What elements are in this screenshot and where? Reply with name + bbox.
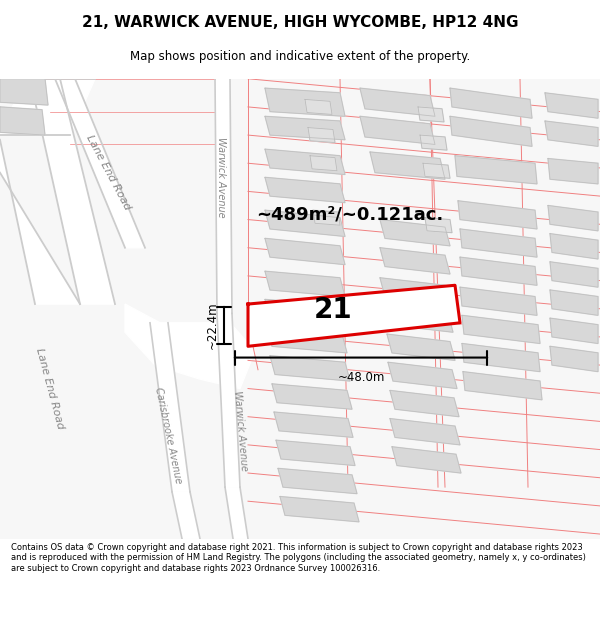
Polygon shape bbox=[550, 290, 598, 316]
Polygon shape bbox=[380, 248, 450, 274]
Text: ~22.4m: ~22.4m bbox=[206, 301, 219, 349]
Text: Warwick Avenue: Warwick Avenue bbox=[216, 137, 226, 218]
Polygon shape bbox=[420, 135, 447, 150]
Text: ~48.0m: ~48.0m bbox=[337, 371, 385, 384]
Polygon shape bbox=[380, 278, 450, 304]
Polygon shape bbox=[388, 362, 457, 389]
Polygon shape bbox=[455, 156, 537, 184]
Polygon shape bbox=[460, 229, 537, 257]
Text: Warwick Avenue: Warwick Avenue bbox=[232, 390, 249, 471]
Polygon shape bbox=[272, 384, 352, 409]
Text: ~489m²/~0.121ac.: ~489m²/~0.121ac. bbox=[256, 206, 443, 224]
Polygon shape bbox=[265, 299, 345, 325]
Polygon shape bbox=[387, 334, 455, 361]
Text: Lane End Road: Lane End Road bbox=[34, 347, 65, 430]
Polygon shape bbox=[392, 447, 461, 473]
Polygon shape bbox=[550, 234, 598, 259]
Polygon shape bbox=[265, 238, 345, 264]
Polygon shape bbox=[278, 468, 357, 494]
Polygon shape bbox=[462, 344, 540, 372]
Text: Contains OS data © Crown copyright and database right 2021. This information is : Contains OS data © Crown copyright and d… bbox=[11, 543, 586, 573]
Polygon shape bbox=[460, 257, 537, 285]
Text: 21, WARWICK AVENUE, HIGH WYCOMBE, HP12 4NG: 21, WARWICK AVENUE, HIGH WYCOMBE, HP12 4… bbox=[82, 14, 518, 29]
Polygon shape bbox=[550, 262, 598, 287]
Text: Map shows position and indicative extent of the property.: Map shows position and indicative extent… bbox=[130, 50, 470, 63]
Polygon shape bbox=[0, 107, 45, 135]
Polygon shape bbox=[460, 287, 537, 316]
Polygon shape bbox=[550, 346, 598, 372]
Polygon shape bbox=[545, 93, 598, 118]
Polygon shape bbox=[0, 79, 48, 105]
Polygon shape bbox=[385, 306, 453, 332]
Polygon shape bbox=[390, 391, 459, 417]
Polygon shape bbox=[545, 121, 598, 146]
Polygon shape bbox=[548, 159, 598, 184]
Polygon shape bbox=[305, 99, 332, 114]
Polygon shape bbox=[458, 201, 537, 229]
Polygon shape bbox=[425, 217, 452, 232]
Polygon shape bbox=[150, 323, 190, 492]
Polygon shape bbox=[308, 127, 335, 142]
Polygon shape bbox=[265, 88, 345, 116]
Polygon shape bbox=[225, 487, 248, 539]
Polygon shape bbox=[310, 156, 337, 171]
Polygon shape bbox=[265, 149, 345, 174]
Polygon shape bbox=[370, 152, 445, 179]
Polygon shape bbox=[0, 79, 95, 135]
Polygon shape bbox=[265, 210, 345, 236]
Text: Carisbrooke Avenue: Carisbrooke Avenue bbox=[153, 386, 183, 484]
Polygon shape bbox=[380, 219, 450, 246]
Polygon shape bbox=[217, 314, 240, 487]
Polygon shape bbox=[313, 210, 340, 225]
Polygon shape bbox=[265, 271, 345, 296]
Polygon shape bbox=[280, 496, 359, 522]
Polygon shape bbox=[550, 318, 598, 344]
Polygon shape bbox=[276, 440, 355, 466]
Polygon shape bbox=[172, 492, 200, 539]
Polygon shape bbox=[125, 304, 255, 389]
Polygon shape bbox=[462, 316, 540, 344]
Polygon shape bbox=[463, 372, 542, 400]
Polygon shape bbox=[265, 116, 345, 140]
Polygon shape bbox=[55, 79, 145, 248]
Polygon shape bbox=[423, 163, 450, 178]
Polygon shape bbox=[215, 79, 232, 314]
Polygon shape bbox=[390, 419, 460, 445]
Text: 21: 21 bbox=[313, 296, 352, 324]
Polygon shape bbox=[450, 88, 532, 118]
Polygon shape bbox=[30, 79, 115, 304]
Polygon shape bbox=[274, 412, 353, 437]
Polygon shape bbox=[248, 285, 460, 346]
Polygon shape bbox=[0, 140, 80, 304]
Polygon shape bbox=[360, 116, 435, 144]
Polygon shape bbox=[548, 206, 598, 231]
Polygon shape bbox=[450, 116, 532, 146]
Polygon shape bbox=[268, 328, 347, 353]
Polygon shape bbox=[418, 107, 444, 122]
Polygon shape bbox=[265, 177, 345, 202]
Polygon shape bbox=[360, 88, 435, 116]
Polygon shape bbox=[270, 356, 350, 381]
Text: Lane End Road: Lane End Road bbox=[84, 133, 132, 212]
